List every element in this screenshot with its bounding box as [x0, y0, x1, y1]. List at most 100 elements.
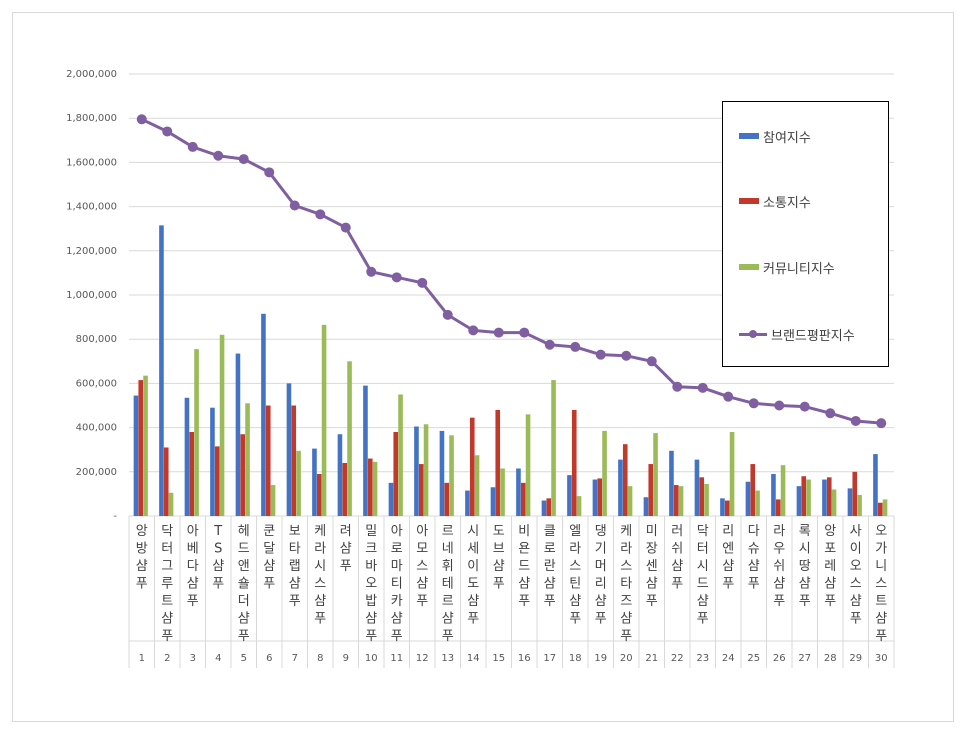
- bar-0-27: [822, 479, 827, 516]
- legend-marker-series-3: [739, 325, 767, 343]
- bar-1-11: [418, 464, 424, 516]
- legend-item-series-1: 소통지수: [739, 192, 811, 211]
- bar-0-13: [465, 490, 470, 516]
- legend-item-series-2: 커뮤니티지수: [739, 258, 835, 277]
- bar-2-4: [245, 403, 250, 516]
- x-rank-label: 3: [190, 653, 196, 664]
- x-rank-label: 29: [849, 653, 862, 664]
- bar-2-22: [704, 483, 709, 516]
- bar-2-11: [423, 424, 429, 516]
- line-point-7: [315, 209, 326, 220]
- x-rank-label: 1: [139, 653, 145, 664]
- bar-2-7: [321, 324, 327, 516]
- bar-1-27: [826, 477, 832, 516]
- bar-2-2: [194, 349, 199, 516]
- bar-1-2: [189, 432, 195, 516]
- bar-1-25: [775, 499, 781, 516]
- bar-0-5: [261, 313, 266, 516]
- x-rank-label: 13: [441, 653, 454, 664]
- x-rank-label: 14: [467, 653, 480, 664]
- x-rank-label: 8: [317, 653, 323, 664]
- line-point-11: [417, 277, 428, 288]
- line-point-25: [774, 400, 785, 411]
- y-tick-label: 1,000,000: [66, 290, 117, 301]
- bar-0-15: [516, 468, 521, 516]
- bar-2-20: [653, 433, 658, 516]
- bar-0-20: [643, 497, 649, 516]
- x-rank-label: 27: [798, 653, 811, 664]
- bar-0-18: [592, 479, 598, 516]
- bar-1-15: [520, 482, 526, 516]
- bar-0-12: [439, 430, 445, 516]
- y-tick-label: 800,000: [76, 334, 117, 345]
- bar-0-2: [184, 397, 190, 516]
- bar-0-8: [337, 434, 343, 516]
- legend-swatch-series-1: [739, 198, 759, 204]
- x-rank-label: 12: [416, 653, 429, 664]
- line-point-14: [493, 327, 504, 338]
- x-rank-label: 25: [747, 653, 760, 664]
- bar-2-6: [296, 450, 301, 516]
- x-rank-label: 11: [390, 653, 403, 664]
- line-point-6: [289, 200, 300, 211]
- bar-0-17: [567, 475, 572, 516]
- bar-2-13: [474, 455, 480, 516]
- legend-label-series-2: 커뮤니티지수: [763, 261, 835, 277]
- bar-1-23: [724, 500, 730, 516]
- bar-2-0: [143, 375, 148, 516]
- line-point-12: [442, 309, 453, 320]
- line-point-19: [621, 350, 632, 361]
- x-rank-label: 16: [518, 653, 531, 664]
- x-rank-label: 18: [569, 653, 582, 664]
- line-point-27: [825, 408, 836, 419]
- legend-item-series-3: 브랜드평판지수: [739, 325, 855, 344]
- bar-0-6: [286, 383, 292, 516]
- x-rank-label: 2: [164, 653, 170, 664]
- bar-1-0: [138, 380, 144, 516]
- bar-0-25: [771, 474, 776, 516]
- x-rank-label: 28: [824, 653, 837, 664]
- bar-2-28: [857, 495, 862, 516]
- bar-1-29: [877, 502, 883, 516]
- bar-1-21: [673, 485, 679, 516]
- bar-2-21: [678, 486, 684, 516]
- line-point-23: [723, 391, 734, 402]
- x-rank-label: 9: [343, 653, 349, 664]
- line-point-22: [697, 382, 708, 393]
- bar-1-28: [852, 471, 858, 516]
- line-point-21: [672, 381, 683, 392]
- x-rank-label: 24: [722, 653, 735, 664]
- line-point-5: [264, 167, 275, 178]
- bar-2-5: [270, 485, 276, 516]
- line-point-1: [162, 126, 173, 137]
- bar-1-26: [801, 476, 807, 516]
- bar-0-0: [133, 395, 139, 516]
- brand-reputation-chart: - 200,000 400,000 600,000 800,000 1,000,000 1,…: [66, 69, 895, 668]
- bar-2-9: [372, 461, 378, 516]
- line-point-9: [366, 266, 377, 277]
- bar-2-15: [525, 414, 531, 516]
- bar-2-14: [500, 468, 505, 516]
- bar-1-5: [265, 405, 271, 516]
- x-rank-label: 6: [266, 653, 272, 664]
- y-tick-label: 1,600,000: [66, 157, 117, 168]
- bar-0-4: [235, 353, 241, 516]
- x-rank-label: 19: [594, 653, 607, 664]
- bar-0-3: [210, 407, 215, 516]
- bar-1-4: [240, 434, 246, 516]
- bar-2-17: [576, 496, 582, 516]
